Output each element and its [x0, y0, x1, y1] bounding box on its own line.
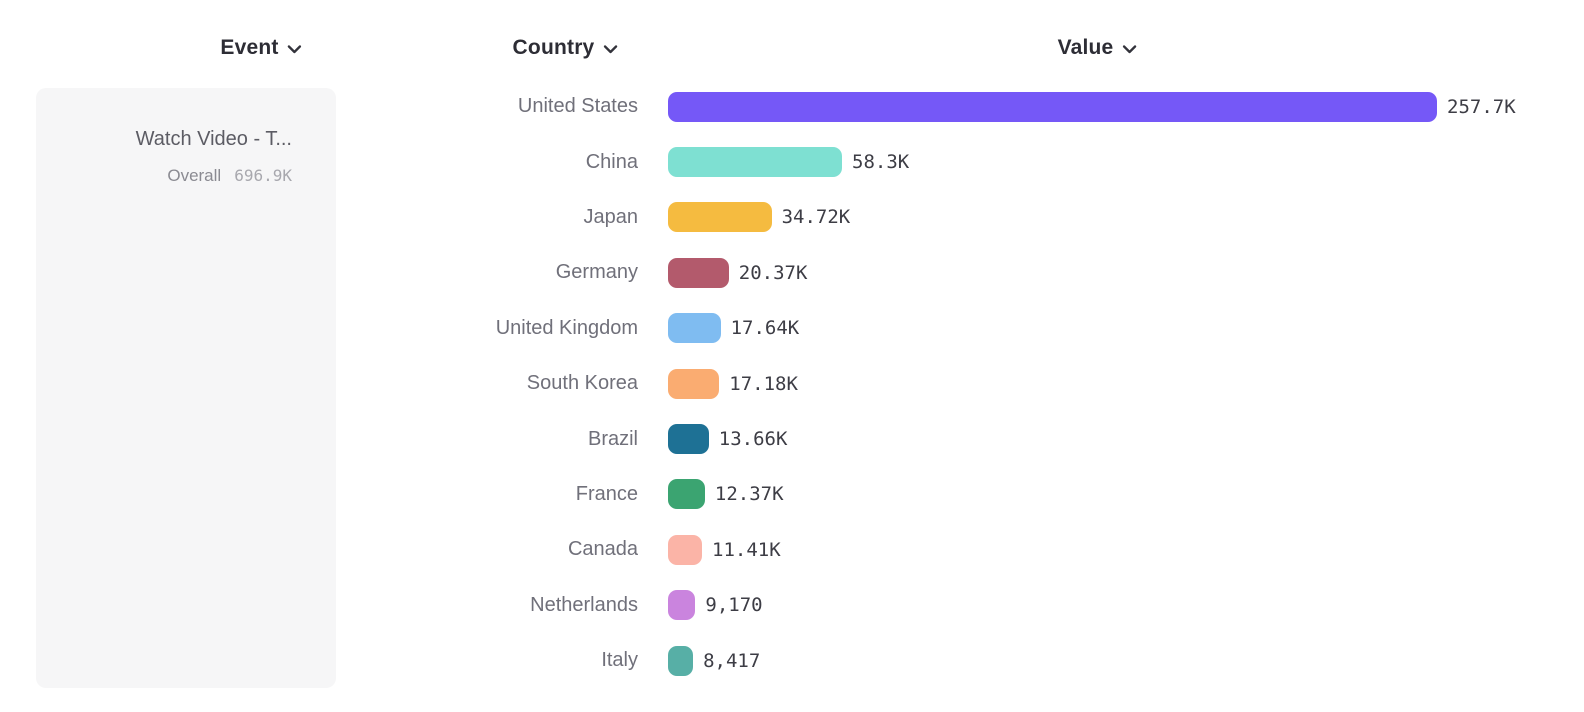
country-column-label: Country — [512, 36, 595, 59]
value-label: 9,170 — [705, 594, 763, 617]
value-column-label: Value — [1057, 36, 1114, 59]
country-label: United States — [517, 95, 638, 118]
event-column-label: Event — [220, 36, 279, 59]
bar-cell: 17.64K — [668, 313, 800, 344]
value-label: 11.41K — [712, 538, 781, 561]
bar[interactable] — [668, 479, 705, 510]
bar-cell: 12.37K — [668, 479, 784, 510]
column-header-event[interactable]: Event — [220, 36, 302, 60]
value-label: 34.72K — [781, 206, 851, 229]
overall-label: Overall — [167, 166, 222, 185]
column-header-country[interactable]: Country — [513, 36, 618, 60]
chart-row: South Korea 17.18K — [0, 356, 1584, 411]
bar[interactable] — [668, 590, 696, 621]
bar[interactable] — [668, 202, 772, 233]
chart-rows: United States 257.7K China 58.3K Japan 3… — [0, 79, 1584, 688]
bar-cell: 34.72K — [668, 202, 851, 233]
value-label: 58.3K — [852, 151, 910, 174]
column-header-value[interactable]: Value — [1058, 36, 1137, 60]
bar-cell: 8,417 — [668, 645, 761, 676]
value-label: 17.64K — [730, 317, 800, 340]
value-label: 12.37K — [714, 483, 784, 506]
country-label: France — [575, 482, 638, 505]
value-label: 17.18K — [729, 372, 798, 395]
chart-row: Canada 11.41K — [0, 522, 1584, 577]
chart-row: France 12.37K — [0, 467, 1584, 522]
bar[interactable] — [668, 313, 721, 344]
chart-row: China 58.3K — [0, 134, 1584, 189]
chart-row: Brazil 13.66K — [0, 411, 1584, 466]
chart-row: Germany 20.37K — [0, 245, 1584, 300]
bar[interactable] — [668, 645, 694, 676]
country-label: South Korea — [526, 372, 638, 395]
chart-row: Netherlands 9,170 — [0, 578, 1584, 633]
event-overall-row: Overall 696.9K — [167, 166, 292, 186]
chevron-down-icon — [1122, 42, 1137, 54]
country-label: Japan — [583, 205, 639, 228]
bar[interactable] — [668, 424, 709, 455]
bar-cell: 13.66K — [668, 424, 788, 455]
bar-cell: 257.7K — [668, 91, 1516, 122]
country-label: Italy — [601, 649, 638, 672]
value-label: 13.66K — [718, 428, 788, 451]
chevron-down-icon — [287, 42, 302, 54]
event-card[interactable]: Watch Video - T... Overall 696.9K — [36, 88, 336, 688]
country-label: Brazil — [587, 427, 638, 450]
value-label: 20.37K — [738, 261, 808, 284]
bar[interactable] — [668, 147, 842, 178]
chart-row: Italy 8,417 — [0, 633, 1584, 688]
bar-cell: 58.3K — [668, 147, 910, 178]
bar-cell: 20.37K — [668, 257, 808, 288]
country-label: Canada — [567, 538, 638, 561]
bar[interactable] — [668, 91, 1437, 122]
bar-cell: 9,170 — [668, 590, 763, 621]
country-label: Netherlands — [530, 593, 638, 616]
value-label: 257.7K — [1447, 95, 1516, 118]
chart-row: United Kingdom 17.64K — [0, 301, 1584, 356]
bar-cell: 11.41K — [668, 534, 781, 565]
chart-row: Japan 34.72K — [0, 190, 1584, 245]
chevron-down-icon — [603, 42, 618, 54]
country-label: China — [585, 150, 638, 173]
country-label: United Kingdom — [495, 316, 638, 339]
event-title: Watch Video - T... — [135, 128, 292, 150]
chart-row: United States 257.7K — [0, 79, 1584, 134]
bar[interactable] — [668, 368, 720, 399]
bar-cell: 17.18K — [668, 368, 798, 399]
overall-value: 696.9K — [234, 166, 292, 185]
country-label: Germany — [555, 261, 638, 284]
value-label: 8,417 — [703, 649, 761, 672]
bar[interactable] — [668, 534, 702, 565]
bar[interactable] — [668, 257, 729, 288]
